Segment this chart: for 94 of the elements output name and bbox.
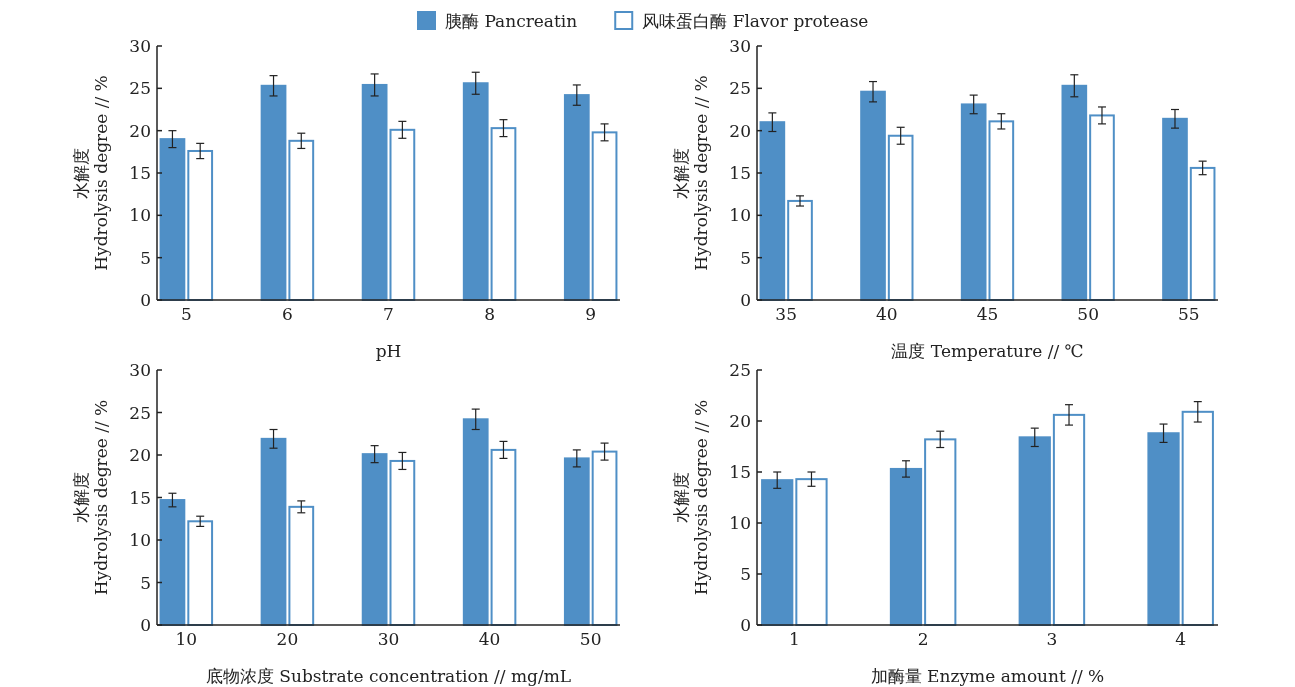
bar <box>1181 410 1214 626</box>
bar <box>591 450 618 626</box>
bar <box>1089 114 1115 301</box>
y-tick-label: 25 <box>729 78 751 99</box>
bar <box>1061 84 1088 301</box>
x-tick-label: 20 <box>276 629 299 649</box>
bar <box>389 459 416 626</box>
bar <box>260 437 287 626</box>
bar <box>1189 166 1216 301</box>
y-axis-title: 水解度 Hydrolysis degree // % <box>671 75 711 271</box>
x-tick-label: 2 <box>917 629 929 649</box>
x-tick-label: 40 <box>876 304 898 324</box>
bar <box>1052 413 1086 626</box>
y-tick-label: 20 <box>729 120 751 141</box>
y-tick-label: 25 <box>729 360 751 380</box>
bar <box>795 478 828 626</box>
bar <box>787 199 813 301</box>
y-tick-label: 15 <box>129 163 151 183</box>
y-tick-label: 30 <box>129 360 151 380</box>
y-tick-label: 25 <box>129 402 151 423</box>
y-tick-label: 5 <box>140 247 151 268</box>
y-tick-label: 15 <box>729 462 751 482</box>
bar <box>988 120 1015 301</box>
bar <box>361 83 388 301</box>
bar <box>288 139 315 301</box>
x-tick-label: 7 <box>383 304 394 324</box>
y-tick-label: 10 <box>129 530 151 550</box>
y-tick-label: 20 <box>129 445 151 465</box>
y-tick-label: 10 <box>129 205 151 226</box>
y-tick-label: 10 <box>729 205 751 226</box>
y-axis-title: 水解度 Hydrolysis degree // % <box>671 399 711 596</box>
y-tick-label: 30 <box>729 36 751 56</box>
y-tick-label: 15 <box>129 487 151 508</box>
bar <box>389 128 416 301</box>
bar <box>1162 117 1188 301</box>
bar <box>187 149 214 301</box>
y-tick-label: 0 <box>740 290 751 310</box>
bar <box>462 82 489 301</box>
x-tick-label: 55 <box>1177 304 1200 324</box>
x-tick-label: 6 <box>281 304 293 324</box>
x-axis-title: pH <box>375 341 402 361</box>
x-tick-label: 4 <box>1175 629 1187 649</box>
y-axis-title: 水解度 Hydrolysis degree // % <box>71 75 111 271</box>
y-tick-label: 5 <box>140 572 151 593</box>
bar <box>462 418 489 626</box>
bar <box>159 138 186 301</box>
bar <box>889 467 923 626</box>
y-tick-label: 20 <box>129 120 151 141</box>
bar <box>490 448 517 626</box>
x-tick-label: 10 <box>175 629 198 649</box>
y-axis-title: 水解度 Hydrolysis degree // % <box>71 399 111 596</box>
x-tick-label: 30 <box>377 629 400 649</box>
x-tick-label: 1 <box>788 629 800 649</box>
x-tick-label: 40 <box>478 629 501 649</box>
y-tick-label: 0 <box>740 615 751 635</box>
x-axis-title: 加酶量 Enzyme amount // % <box>870 666 1105 686</box>
bar <box>288 505 315 626</box>
x-tick-label: 50 <box>1077 304 1099 324</box>
x-tick-label: 50 <box>579 629 602 649</box>
y-tick-label: 10 <box>729 513 751 533</box>
y-tick-label: 5 <box>740 564 751 584</box>
x-tick-label: 5 <box>180 304 192 324</box>
bar <box>159 499 186 626</box>
bar <box>591 131 618 301</box>
y-tick-label: 30 <box>129 36 151 56</box>
bar <box>361 453 388 626</box>
bar <box>887 134 914 301</box>
bar <box>761 479 794 626</box>
y-tick-label: 0 <box>140 290 151 310</box>
bar <box>260 84 287 301</box>
x-tick-label: 3 <box>1046 629 1058 649</box>
bar <box>924 438 957 626</box>
bar <box>187 520 214 626</box>
x-axis-title: 温度 Temperature // ℃ <box>891 341 1084 361</box>
y-tick-label: 25 <box>129 78 151 99</box>
bar <box>490 127 517 301</box>
legend-label: 胰酶 Pancreatin <box>445 11 578 31</box>
bar <box>1018 436 1051 626</box>
bar <box>960 103 987 301</box>
bar <box>563 457 590 626</box>
y-tick-label: 0 <box>140 615 151 635</box>
bar <box>563 94 590 301</box>
x-axis-title: 底物浓度 Substrate concentration // mg/mL <box>205 666 572 686</box>
y-tick-label: 5 <box>740 247 751 268</box>
x-tick-label: 45 <box>976 304 999 324</box>
x-tick-label: 8 <box>484 304 496 324</box>
x-tick-label: 35 <box>775 304 798 324</box>
bar <box>860 90 886 301</box>
legend-label: 风味蛋白酶 Flavor protease <box>642 11 869 31</box>
y-tick-label: 20 <box>729 411 751 431</box>
x-tick-label: 9 <box>585 304 597 324</box>
bar <box>1147 432 1180 626</box>
bar <box>759 121 786 301</box>
y-tick-label: 15 <box>729 163 751 183</box>
